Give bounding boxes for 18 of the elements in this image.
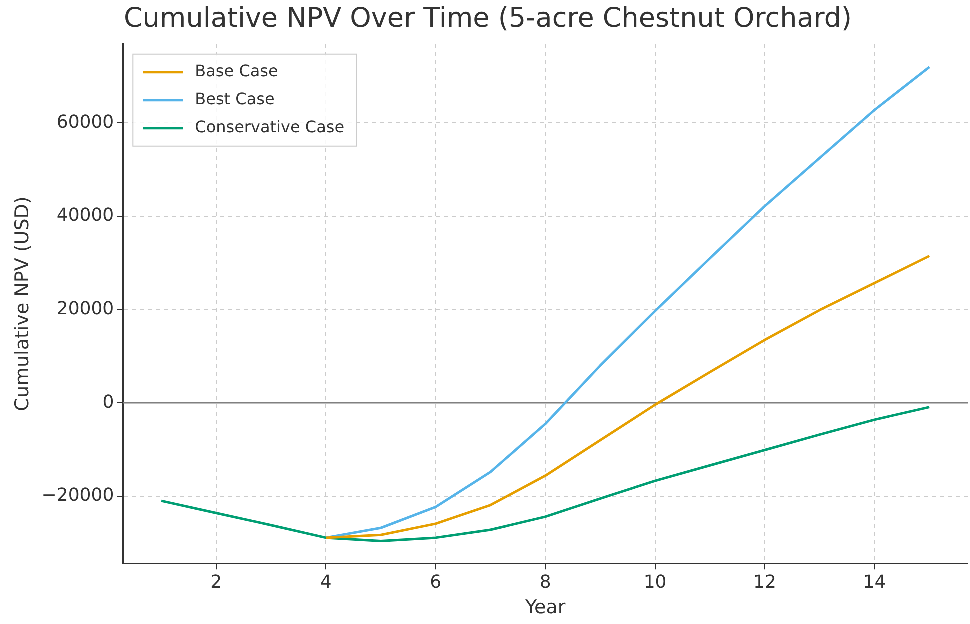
legend-label: Best Case <box>195 90 275 109</box>
y-tick-label: −20000 <box>42 485 114 506</box>
x-tick-label: 8 <box>540 572 552 594</box>
x-tick-label: 6 <box>430 572 442 594</box>
x-tick-label: 4 <box>320 572 332 594</box>
y-axis-title: Cumulative NPV (USD) <box>11 196 34 412</box>
y-tick-label: 20000 <box>56 298 114 320</box>
y-tick-label: 60000 <box>56 112 114 133</box>
x-tick-label: 10 <box>644 572 667 594</box>
x-tick-label: 12 <box>754 572 776 594</box>
y-tick-label: 40000 <box>56 205 114 226</box>
x-tick-label: 14 <box>863 572 886 594</box>
legend-label: Base Case <box>195 62 278 81</box>
y-tick-label: 0 <box>102 392 114 413</box>
chart-title: Cumulative NPV Over Time (5-acre Chestnut Orchard) <box>124 3 852 34</box>
legend-label: Conservative Case <box>195 118 345 137</box>
x-tick-label: 2 <box>210 572 222 594</box>
x-axis-title: Year <box>524 596 566 619</box>
